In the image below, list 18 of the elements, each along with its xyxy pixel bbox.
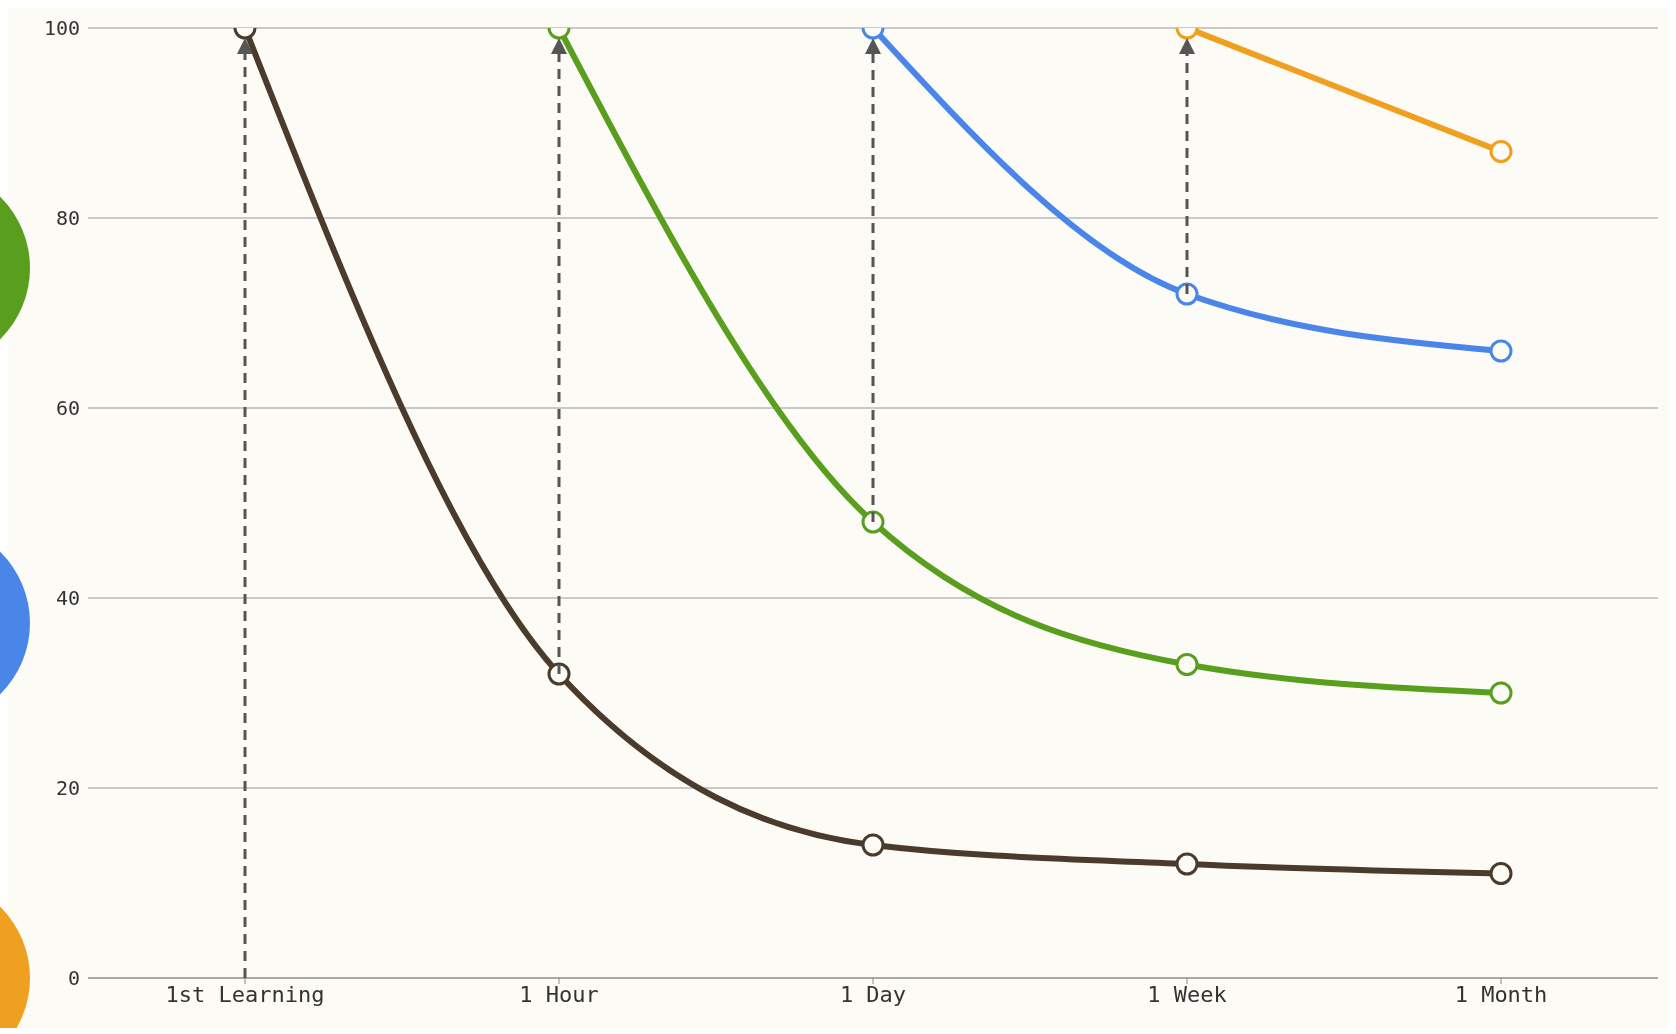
point xyxy=(1175,653,1199,676)
y-tick-label: 20 xyxy=(55,776,80,801)
point xyxy=(861,833,885,857)
point xyxy=(861,510,885,534)
y-tick-label: 40 xyxy=(55,586,80,611)
point xyxy=(1489,862,1513,885)
x-tick-label: 1 Day xyxy=(839,981,907,1007)
point xyxy=(547,662,571,686)
point xyxy=(1489,681,1513,705)
x-tick-label: 1 Week xyxy=(1147,981,1227,1007)
x-tick-label: 1 Month xyxy=(1454,981,1548,1007)
x-tick-label: 1st Learning xyxy=(165,981,325,1007)
y-tick-label: 100 xyxy=(43,16,80,41)
y-tick-label: 0 xyxy=(67,966,80,991)
x-tick-label: 1 Hour xyxy=(519,981,599,1007)
point xyxy=(1175,852,1199,876)
y-tick-label: 80 xyxy=(55,206,80,231)
y-tick-label: 60 xyxy=(55,396,80,421)
